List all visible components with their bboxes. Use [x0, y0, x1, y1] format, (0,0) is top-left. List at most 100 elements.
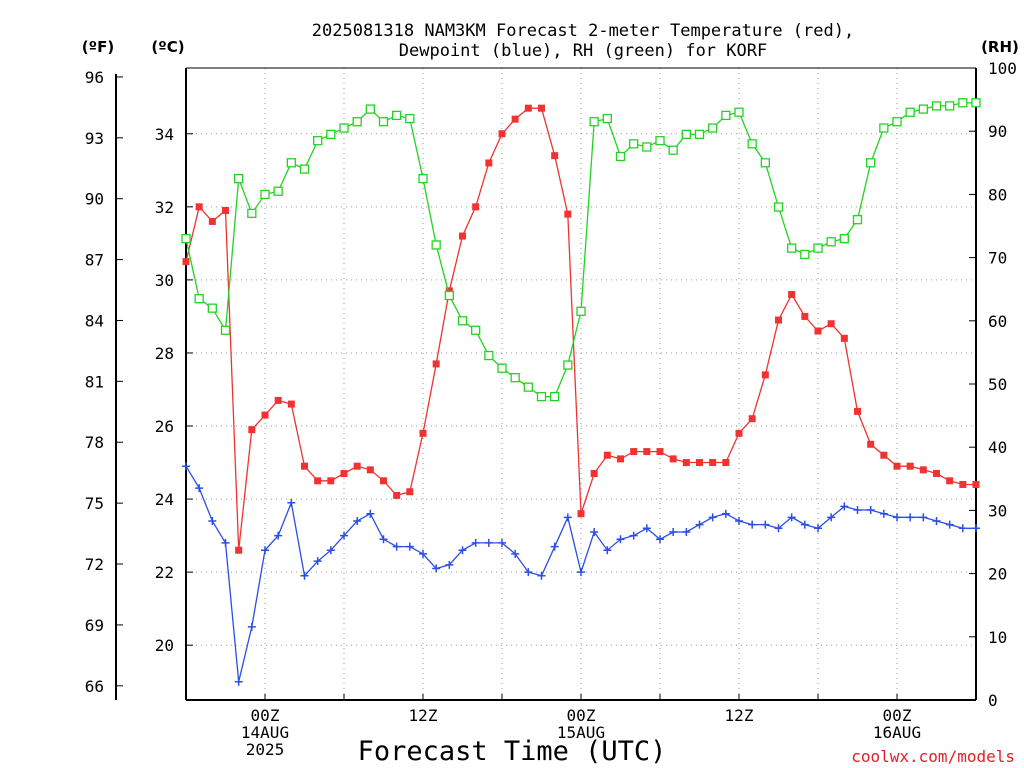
temperature-point	[827, 320, 835, 328]
dewpoint-point	[629, 531, 638, 540]
rh-point	[800, 249, 810, 260]
temperature-point	[564, 210, 572, 218]
x-tick-label: 00Z	[567, 706, 596, 725]
temperature-point	[788, 290, 796, 298]
temperature-point	[380, 477, 387, 485]
fahrenheit-tick-label: 90	[85, 190, 104, 209]
fahrenheit-tick-label: 84	[85, 311, 104, 330]
temperature-point	[775, 316, 782, 324]
temperature-point	[222, 206, 229, 214]
rh-point	[866, 158, 876, 168]
temperature-point	[617, 455, 624, 463]
left-axis-f-label: (ºF)	[82, 38, 114, 56]
rh-point	[550, 391, 560, 402]
dewpoint-point	[761, 520, 770, 529]
dewpoint-point	[274, 531, 283, 540]
fahrenheit-tick-label: 81	[85, 372, 104, 391]
x-tick-label: 2025	[246, 740, 285, 759]
dewpoint-point	[300, 571, 309, 580]
rh-point	[418, 173, 428, 184]
celsius-tick-label: 30	[155, 271, 174, 290]
dewpoint-point	[800, 520, 809, 529]
rh-point	[378, 117, 389, 127]
dewpoint-point	[208, 516, 217, 525]
celsius-tick-label: 24	[155, 490, 174, 509]
dewpoint-point	[958, 524, 967, 533]
rh-tick-label: 90	[988, 122, 1007, 141]
temperature-point	[919, 466, 927, 474]
rh-point	[313, 136, 323, 146]
rh-tick-label: 20	[988, 565, 1007, 584]
rh-point	[484, 350, 494, 361]
rh-point	[602, 113, 612, 124]
dewpoint-point	[748, 520, 757, 529]
dewpoint-point	[234, 677, 243, 686]
x-tick-label: 14AUG	[241, 723, 289, 742]
dewpoint-point	[642, 524, 651, 533]
x-axis-label: Forecast Time (UTC)	[358, 736, 667, 767]
rh-point	[813, 243, 823, 253]
right-axis-label: (RH)	[981, 38, 1019, 56]
rh-point	[339, 123, 349, 133]
temperature-point	[327, 477, 335, 485]
fahrenheit-tick-label: 72	[85, 555, 104, 574]
dewpoint-point	[484, 538, 493, 547]
rh-point	[655, 136, 665, 146]
rh-point	[576, 306, 586, 316]
x-tick-label: 12Z	[725, 706, 754, 725]
rh-tick-label: 60	[988, 312, 1007, 331]
temperature-point	[393, 491, 401, 499]
x-tick-label: 16AUG	[873, 723, 921, 742]
rh-point	[629, 139, 639, 149]
dewpoint-point	[326, 546, 335, 555]
x-tick-label: 00Z	[883, 706, 912, 725]
rh-tick-label: 80	[988, 185, 1007, 204]
dewpoint-point	[603, 546, 612, 555]
dewpoint-point	[563, 513, 572, 522]
dewpoint-point	[313, 557, 322, 566]
dewpoint-point	[419, 549, 427, 558]
left-axis-c-label: (ºC)	[151, 38, 184, 56]
rh-tick-label: 50	[988, 375, 1007, 394]
dewpoint-point	[853, 506, 862, 515]
temperature-point	[603, 451, 611, 459]
rh-point	[207, 303, 217, 313]
dewpoint-point	[392, 542, 401, 551]
dewpoint-point	[879, 509, 888, 518]
temperature-point	[524, 104, 532, 112]
temperature-point	[340, 470, 348, 478]
temperature-point	[577, 510, 585, 518]
dewpoint-point	[405, 542, 414, 551]
dewpoint-point	[827, 513, 836, 522]
rh-point	[708, 123, 718, 133]
rh-point	[747, 139, 757, 149]
x-tick-label: 12Z	[409, 706, 438, 725]
rh-tick-label: 0	[988, 691, 998, 710]
dewpoint-point	[366, 509, 375, 518]
temperature-point	[761, 371, 769, 379]
rh-point	[497, 363, 507, 373]
dewpoint-point	[708, 513, 717, 522]
rh-point	[247, 208, 257, 219]
temperature-point	[643, 448, 651, 456]
dewpoint-point	[866, 506, 875, 515]
temperature-point	[893, 462, 901, 470]
rh-point	[787, 243, 797, 253]
temperature-point	[472, 203, 480, 211]
dewpoint-point	[432, 564, 441, 573]
dewpoint-point	[458, 546, 467, 555]
dewpoint-point	[972, 524, 980, 533]
rh-point	[879, 123, 889, 133]
rh-point	[931, 101, 942, 111]
temperature-point	[419, 429, 427, 437]
temperature-point	[485, 159, 493, 167]
rh-point	[536, 391, 547, 402]
temperature-point	[959, 480, 967, 488]
rh-point	[352, 117, 362, 127]
rh-point	[326, 129, 336, 140]
temperature-point	[314, 477, 322, 485]
rh-point	[694, 129, 705, 140]
dewpoint-point	[590, 527, 599, 536]
fahrenheit-tick-label: 96	[85, 68, 104, 87]
